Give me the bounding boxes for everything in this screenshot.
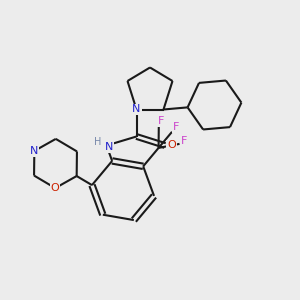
Text: F: F: [158, 116, 164, 127]
Text: N: N: [105, 142, 113, 152]
Text: N: N: [30, 146, 38, 156]
Text: O: O: [51, 183, 60, 193]
Text: N: N: [132, 104, 141, 115]
Text: O: O: [167, 140, 176, 151]
Text: H: H: [94, 137, 101, 147]
Text: F: F: [181, 136, 187, 146]
Text: F: F: [173, 122, 179, 132]
